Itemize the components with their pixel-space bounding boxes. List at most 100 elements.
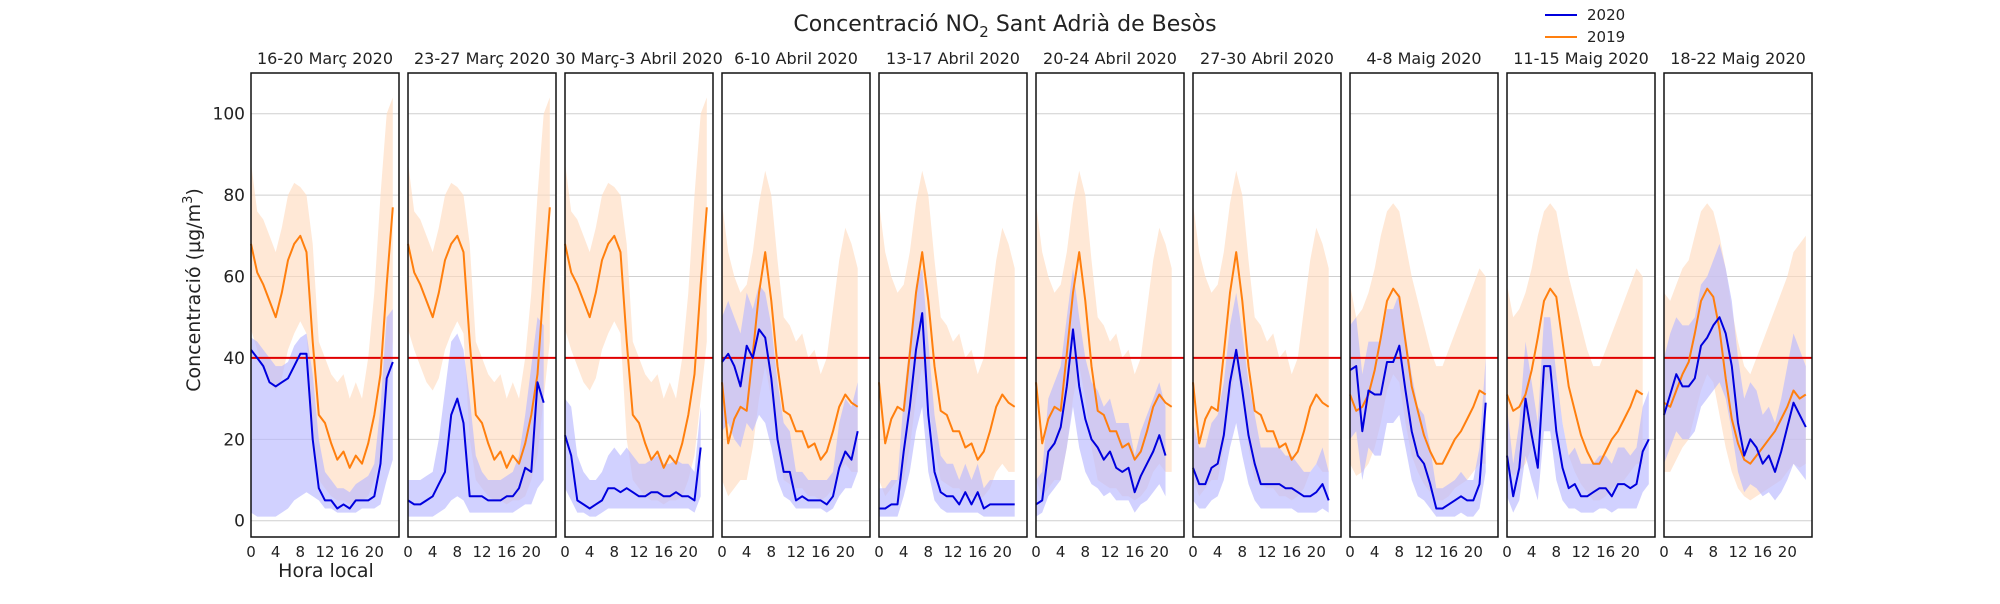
y-axis-label: Concentració (µg/m3) [181, 188, 205, 392]
x-tick-label: 16 [1596, 543, 1615, 561]
series-line-2019 [1349, 287, 1487, 465]
y-axis-label-superscript: 3 [181, 196, 196, 204]
x-tick-label: 8 [1709, 543, 1719, 561]
band-2019 [1350, 203, 1486, 501]
x-tick-label: 4 [1056, 543, 1066, 561]
panel: 23-27 Març 2020 0 4 8 12 16 20 [403, 49, 557, 561]
x-tick-label: 20 [522, 543, 541, 561]
panel-title: 13-17 Abril 2020 [886, 49, 1020, 68]
panel-frame [1349, 72, 1499, 538]
x-tick-label: 0 [403, 543, 413, 561]
x-tick-label: 16 [1282, 543, 1301, 561]
x-tick-label: 20 [365, 543, 384, 561]
x-tick-label: 8 [1081, 543, 1091, 561]
x-tick-label: 12 [1414, 543, 1433, 561]
panel: 18-22 Maig 2020 0 4 8 12 16 20 [1659, 49, 1813, 561]
panel: 20-24 Abril 2020 0 4 8 12 16 20 [1031, 49, 1185, 561]
panel-title: 23-27 Març 2020 [414, 49, 550, 68]
series-line-2020 [879, 312, 1015, 510]
panel: 4-8 Maig 2020 0 4 8 12 16 20 [1345, 49, 1499, 561]
y-tick-label: 100 [213, 105, 245, 125]
band-2020 [1193, 292, 1329, 513]
x-tick-label: 4 [1370, 543, 1380, 561]
x-tick-label: 12 [1100, 543, 1119, 561]
chart-title-suffix: Sant Adrià de Besòs [989, 12, 1217, 37]
y-tick-label: 20 [223, 430, 245, 450]
x-tick-label: 4 [271, 543, 281, 561]
x-tick-label: 12 [472, 543, 491, 561]
x-tick-label: 12 [1728, 543, 1747, 561]
x-tick-label: 0 [1345, 543, 1355, 561]
series-line-2019 [250, 207, 394, 469]
panel-frame [1035, 72, 1185, 538]
y-tick-label: 60 [223, 268, 245, 288]
series-line-2020 [721, 328, 859, 506]
x-tick-label: 12 [1571, 543, 1590, 561]
y-tick-label: 0 [234, 512, 245, 532]
x-tick-label: 4 [899, 543, 909, 561]
x-tick-label: 4 [742, 543, 752, 561]
x-tick-label: 20 [1307, 543, 1326, 561]
x-tick-label: 4 [1527, 543, 1537, 561]
x-tick-label: 8 [610, 543, 620, 561]
x-tick-label: 12 [315, 543, 334, 561]
panel: 6-10 Abril 2020 0 4 8 12 16 20 [717, 49, 871, 561]
series-line-2020 [407, 381, 545, 506]
series-line-2020 [1349, 344, 1487, 510]
x-tick-label: 8 [1238, 543, 1248, 561]
x-tick-label: 8 [296, 543, 306, 561]
panel: 11-15 Maig 2020 0 4 8 12 16 20 [1502, 49, 1656, 561]
x-tick-label: 20 [1464, 543, 1483, 561]
x-tick-label: 0 [1502, 543, 1512, 561]
x-tick-label: 20 [1621, 543, 1640, 561]
series-line-2020 [1192, 348, 1330, 501]
series-line-2019 [1663, 287, 1807, 465]
series-line-2020 [1506, 365, 1650, 498]
band-2020 [408, 317, 544, 517]
x-tick-label: 0 [874, 543, 884, 561]
x-tick-label: 20 [1150, 543, 1169, 561]
x-tick-label: 16 [654, 543, 673, 561]
panel-frame [878, 72, 1028, 538]
legend-entry: 2020 [1545, 6, 1625, 24]
x-tick-label: 0 [1659, 543, 1669, 561]
panel-title: 20-24 Abril 2020 [1043, 49, 1177, 68]
x-tick-label: 16 [811, 543, 830, 561]
legend-label: 2019 [1587, 28, 1625, 46]
chart-title: Concentració NO2 Sant Adrià de Besòs [793, 12, 1216, 41]
x-tick-label: 20 [836, 543, 855, 561]
x-tick-label: 20 [993, 543, 1012, 561]
series-line-2019 [564, 207, 708, 469]
x-tick-label: 4 [585, 543, 595, 561]
series-line-2020 [250, 349, 394, 510]
x-tick-label: 20 [1778, 543, 1797, 561]
panel: 13-17 Abril 2020 0 4 8 12 16 20 [874, 49, 1028, 561]
x-tick-label: 8 [1395, 543, 1405, 561]
panel: 16-20 Març 2020 0 4 8 12 16 20 [246, 49, 400, 561]
x-tick-label: 12 [1257, 543, 1276, 561]
x-tick-label: 16 [968, 543, 987, 561]
chart-title-subscript: 2 [979, 23, 989, 41]
band-2020 [1507, 317, 1649, 513]
y-axis: 0 20 40 60 80 100 [213, 105, 245, 532]
panel: 30 Març-3 Abril 2020 0 4 8 12 16 20 [555, 49, 723, 561]
x-tick-label: 8 [924, 543, 934, 561]
series-line-2020 [564, 434, 702, 510]
band-2019 [565, 97, 707, 505]
panel-frame [407, 72, 557, 538]
x-tick-label: 0 [560, 543, 570, 561]
series-line-2019 [878, 251, 1016, 461]
panel-title: 30 Març-3 Abril 2020 [555, 49, 723, 68]
x-tick-label: 4 [1213, 543, 1223, 561]
x-tick-label: 8 [453, 543, 463, 561]
band-2020 [565, 398, 701, 517]
series-line-2019 [1192, 251, 1330, 461]
x-tick-label: 16 [497, 543, 516, 561]
panel-title: 16-20 Març 2020 [257, 49, 393, 68]
series-line-2019 [407, 207, 551, 469]
panel-title: 11-15 Maig 2020 [1513, 49, 1649, 68]
x-tick-label: 8 [767, 543, 777, 561]
y-axis-label-suffix: ) [183, 188, 205, 195]
